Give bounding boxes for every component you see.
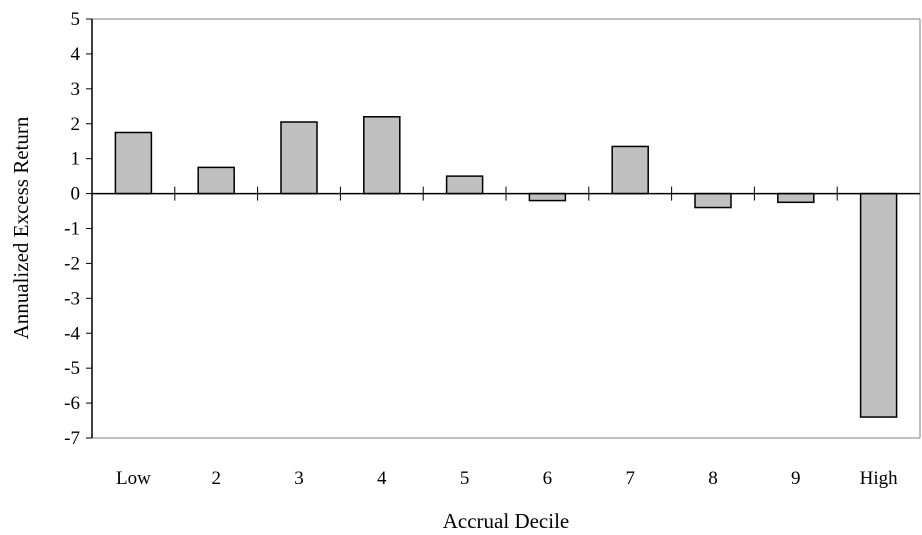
x-tick-label: 4 <box>377 468 387 489</box>
bar-7 <box>611 145 649 195</box>
y-axis-title: Annualized Excess Return <box>9 116 33 339</box>
x-tick-label: High <box>860 468 899 489</box>
bar-low <box>114 131 153 195</box>
x-tick-label: 8 <box>708 468 718 489</box>
bar-9 <box>777 192 815 204</box>
y-tick-label: 4 <box>71 44 81 65</box>
bar-2 <box>197 166 235 195</box>
y-tick-label: -3 <box>64 288 80 309</box>
y-tick-label: -6 <box>64 393 80 414</box>
x-tick-label: 7 <box>625 468 635 489</box>
y-axis: 5 4 3 2 1 0 -1 -2 -3 -4 -5 -6 -7 <box>64 9 93 449</box>
y-tick-label: -4 <box>64 323 80 344</box>
x-tick-label: 3 <box>294 468 304 489</box>
x-tick-label: 9 <box>791 468 801 489</box>
y-tick-label: -1 <box>64 219 80 240</box>
bar-8 <box>694 192 732 209</box>
y-tick-label: 3 <box>71 79 81 100</box>
x-tick-label: 2 <box>211 468 221 489</box>
bar-high <box>859 192 898 418</box>
x-axis-title: Accrual Decile <box>443 509 570 533</box>
bars <box>114 116 898 418</box>
x-tick-label: 6 <box>543 468 553 489</box>
bar-3 <box>280 121 318 195</box>
y-tick-label: -5 <box>64 358 80 379</box>
y-tick-label: 2 <box>71 114 81 135</box>
bar-6 <box>528 192 567 202</box>
x-axis: Low 2 3 4 5 6 7 8 9 High <box>92 186 920 489</box>
bar-5 <box>445 175 484 195</box>
y-tick-label: 1 <box>71 149 81 170</box>
x-tick-label: Low <box>116 468 151 489</box>
y-tick-label: -7 <box>64 428 80 449</box>
y-tick-label: 0 <box>71 184 81 205</box>
y-tick-label: -2 <box>64 253 80 274</box>
bar-4 <box>363 116 401 195</box>
x-tick-label: 5 <box>460 468 470 489</box>
y-tick-label: 5 <box>71 9 81 30</box>
